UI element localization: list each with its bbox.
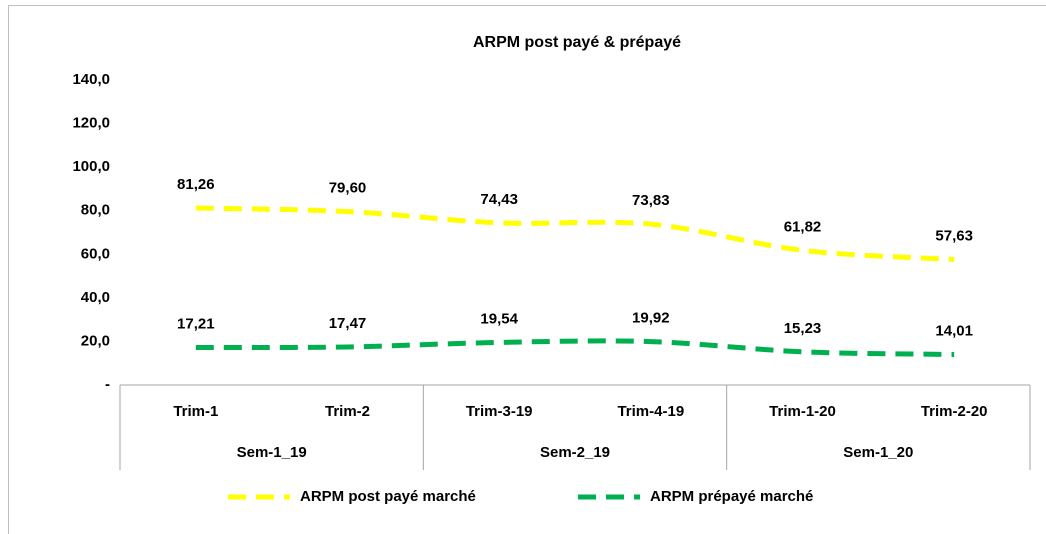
group-label: Sem-1_20 (843, 444, 913, 461)
y-tick-label: 20,0 (81, 332, 110, 349)
data-label: 14,01 (935, 322, 973, 339)
y-tick-label: 80,0 (81, 202, 110, 219)
group-label: Sem-1_19 (237, 444, 307, 461)
x-tick-label: Trim-2 (325, 403, 370, 420)
x-tick-label: Trim-1 (173, 403, 218, 420)
data-label: 61,82 (784, 218, 822, 235)
x-tick-label: Trim-2-20 (921, 403, 988, 420)
x-tick-label: Trim-3-19 (466, 403, 533, 420)
series-line (195, 205, 955, 262)
y-tick-label: 140,0 (72, 71, 110, 88)
y-tick-label: 60,0 (81, 245, 110, 262)
chart-title: ARPM post payé & prépayé (473, 34, 681, 51)
group-label: Sem-2_19 (540, 444, 610, 461)
legend-label: ARPM post payé marché (300, 488, 476, 505)
y-tick-label: - (105, 376, 110, 393)
legend-label: ARPM prépayé marché (650, 488, 813, 505)
series-line (195, 338, 955, 357)
data-label: 73,83 (632, 192, 670, 209)
data-label: 74,43 (480, 191, 518, 208)
x-tick-label: Trim-1-20 (769, 403, 836, 420)
y-tick-label: 120,0 (72, 115, 110, 132)
data-label: 17,47 (329, 315, 367, 332)
data-label: 17,21 (177, 315, 215, 332)
data-label: 19,54 (480, 310, 518, 327)
y-tick-label: 40,0 (81, 289, 110, 306)
data-label: 79,60 (329, 180, 367, 197)
data-label: 57,63 (935, 227, 973, 244)
data-label: 19,92 (632, 310, 670, 327)
y-tick-label: 100,0 (72, 158, 110, 175)
x-tick-label: Trim-4-19 (617, 403, 684, 420)
data-label: 81,26 (177, 176, 215, 193)
data-label: 15,23 (784, 320, 822, 337)
chart-border (8, 5, 1046, 534)
